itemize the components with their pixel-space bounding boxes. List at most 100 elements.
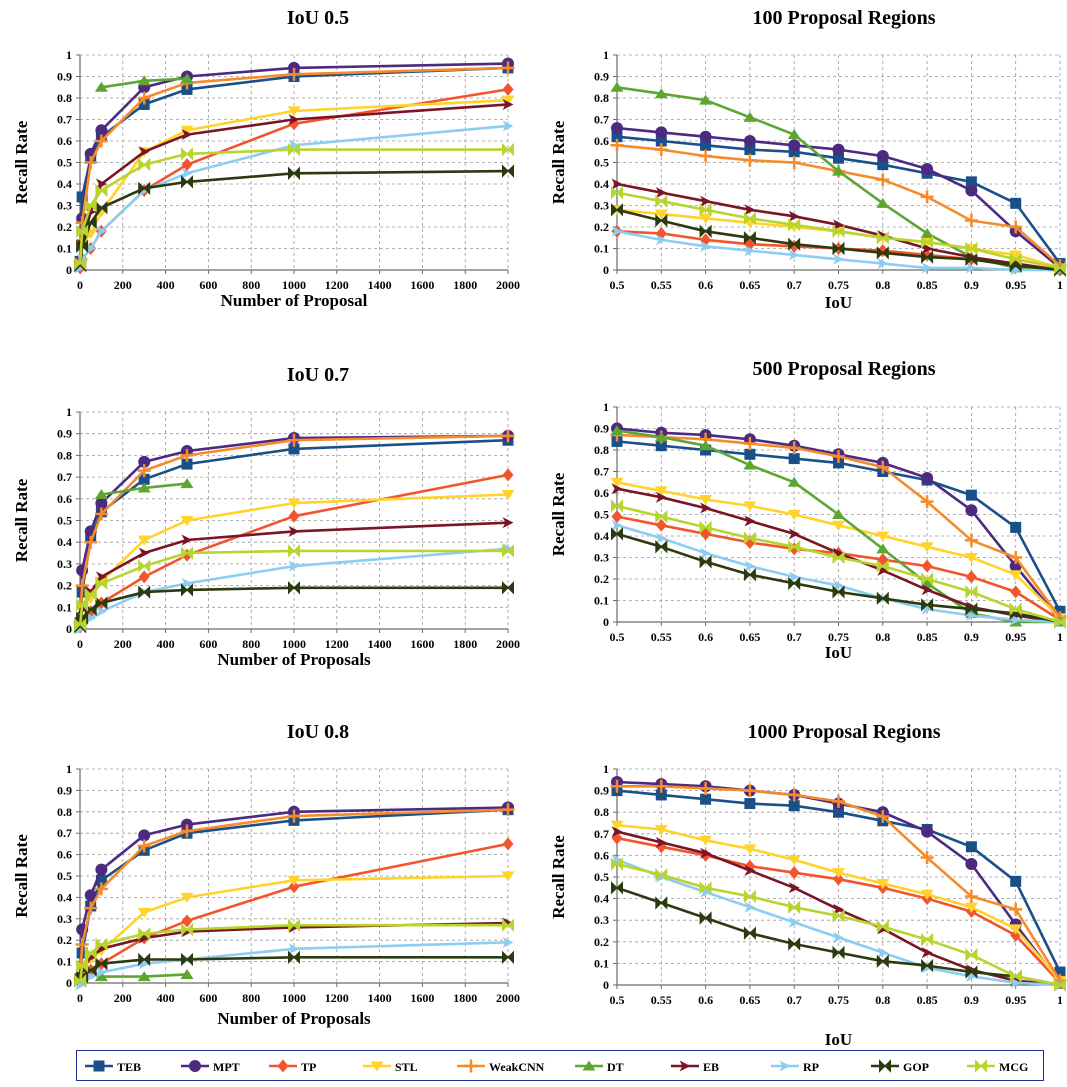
data-point-weakcnn [137, 91, 151, 105]
x-tick-label: 800 [242, 278, 260, 292]
data-point-weakcnn [84, 535, 98, 549]
data-point-teb [1010, 521, 1022, 533]
y-tick-label: 0.4 [57, 535, 72, 549]
y-tick-label: 0.6 [594, 486, 609, 500]
series-layer [73, 57, 515, 275]
data-point-dt [654, 431, 668, 442]
data-point-rp [965, 610, 977, 622]
y-tick-label: 0 [603, 615, 609, 629]
x-axis-label: Number of Proposals [217, 1009, 371, 1028]
data-point-gop [921, 598, 934, 612]
series-line-mcg [78, 148, 508, 264]
data-point-mcg [743, 889, 756, 904]
data-point-mpt [95, 497, 108, 510]
y-tick-label: 0.6 [57, 134, 72, 148]
data-point-mcg [611, 857, 623, 871]
data-point-mcg [76, 224, 89, 239]
data-point-stl [137, 907, 151, 918]
data-point-dt [137, 971, 151, 982]
data-point-stl [287, 498, 301, 509]
legend-label: TP [301, 1060, 316, 1074]
data-point-rp [181, 577, 193, 589]
data-point-gop [288, 581, 300, 595]
data-point-weakcnn [287, 433, 301, 447]
data-point-weakcnn [699, 149, 713, 163]
data-point-rp [502, 936, 514, 948]
x-tick-label: 1800 [453, 637, 477, 651]
x-tick-label: 0.7 [787, 993, 802, 1007]
legend-label: MPT [213, 1060, 240, 1074]
data-point-rp [611, 519, 623, 531]
data-point-stl [832, 520, 845, 531]
x-tick-label: 0.6 [698, 278, 713, 292]
y-axis-label: Recall Rate [12, 120, 31, 204]
data-point-weakcnn [743, 437, 757, 451]
series-layer [73, 801, 515, 991]
data-point-eb [95, 178, 107, 190]
data-point-gop [138, 181, 151, 196]
data-point-mpt [95, 863, 108, 876]
legend-item-mpt: MPT [181, 1060, 240, 1074]
data-point-stl [501, 489, 515, 500]
data-point-weakcnn [654, 779, 668, 793]
data-point-teb [965, 489, 977, 501]
x-tick-label: 0.8 [875, 278, 890, 292]
data-point-teb [1010, 197, 1022, 209]
x-tick-label: 800 [242, 991, 260, 1005]
data-point-eb [611, 826, 623, 838]
x-tick-label: 1800 [453, 278, 477, 292]
data-point-weakcnn [1009, 220, 1023, 234]
data-point-mcg [76, 598, 89, 612]
data-point-teb [833, 806, 844, 818]
data-point-dt [832, 165, 845, 176]
data-point-weakcnn [94, 134, 108, 148]
x-tick-label: 0.8 [875, 630, 890, 644]
data-point-eb [655, 491, 667, 503]
y-tick-label: 0.8 [594, 91, 609, 105]
chart-panel-5: IoU 0.8 0 0.1 0.2 0.3 0.4 0.5 0.6 0.7 0.8 0.9 1 0 200… [12, 721, 520, 1028]
x-axis-label: Number of Proposals [217, 650, 371, 669]
data-point-gop [502, 581, 514, 595]
data-point-tp [502, 82, 514, 96]
data-point-weakcnn [501, 803, 515, 817]
y-tick-label: 0.7 [594, 465, 609, 479]
data-point-tp [965, 570, 977, 584]
data-point-gop [655, 213, 668, 228]
legend-marker-icon [189, 1060, 201, 1072]
data-point-eb [700, 502, 712, 514]
x-tick-label: 1400 [368, 637, 392, 651]
y-tick-label: 0 [603, 978, 609, 992]
data-point-dt [180, 73, 194, 84]
data-point-rp [744, 901, 756, 913]
data-point-mcg [288, 918, 300, 932]
data-point-mcg [1054, 615, 1066, 629]
data-point-stl [787, 855, 801, 866]
data-point-mpt [138, 455, 151, 468]
data-point-eb [502, 98, 514, 110]
y-tick-label: 1 [603, 762, 609, 776]
chart-panel-4: 500 Proposal Regions 0 0.1 0.2 0.3 0.4 0.5 0.6 0… [549, 358, 1067, 662]
legend-item-stl: STL [363, 1060, 418, 1074]
data-point-eb [181, 534, 193, 546]
legend-marker-icon [582, 1060, 596, 1071]
data-point-gop [655, 540, 668, 554]
legend-marker-icon [464, 1059, 478, 1073]
data-point-mcg [921, 572, 934, 586]
data-point-rp [700, 240, 712, 252]
data-point-gop [181, 952, 193, 967]
data-point-weakcnn [964, 889, 978, 903]
data-point-mcg [138, 157, 151, 172]
data-point-dt [137, 75, 151, 86]
data-point-stl [920, 542, 934, 553]
data-point-dt [699, 440, 713, 451]
data-point-stl [287, 875, 301, 886]
data-point-teb [833, 152, 844, 164]
data-point-gop [288, 950, 300, 965]
y-tick-label: 0.2 [594, 220, 609, 234]
data-point-stl [787, 510, 801, 520]
data-point-stl [699, 494, 713, 505]
x-tick-label: 0.5 [610, 993, 625, 1007]
data-point-weakcnn [964, 214, 978, 228]
series-layer [610, 775, 1067, 992]
legend-label: RP [803, 1060, 819, 1074]
